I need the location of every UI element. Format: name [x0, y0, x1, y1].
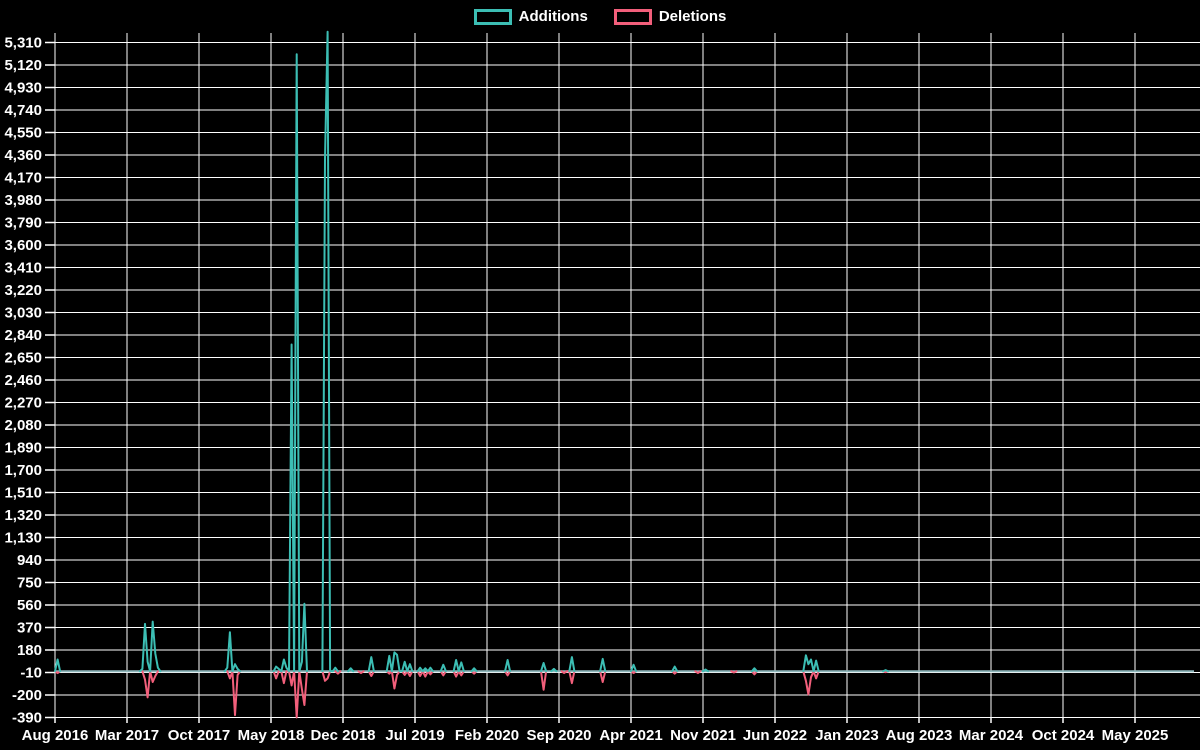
svg-text:2,080: 2,080 [4, 417, 42, 434]
legend-item-additions[interactable]: Additions [473, 8, 588, 25]
legend-additions-label: Additions [518, 8, 588, 25]
svg-text:940: 940 [17, 552, 42, 569]
svg-text:Mar 2017: Mar 2017 [95, 727, 159, 744]
svg-text:5,120: 5,120 [4, 57, 42, 74]
svg-text:1,130: 1,130 [4, 530, 42, 547]
svg-text:370: 370 [17, 620, 42, 637]
svg-text:Apr 2021: Apr 2021 [599, 727, 662, 744]
svg-text:-390: -390 [12, 710, 42, 727]
svg-text:Jan 2023: Jan 2023 [815, 727, 878, 744]
svg-text:May 2018: May 2018 [238, 727, 305, 744]
svg-text:180: 180 [17, 642, 42, 659]
svg-text:1,510: 1,510 [4, 485, 42, 502]
svg-text:Jul 2019: Jul 2019 [385, 727, 444, 744]
svg-text:3,030: 3,030 [4, 305, 42, 322]
svg-text:Dec 2018: Dec 2018 [310, 727, 375, 744]
svg-text:560: 560 [17, 597, 42, 614]
svg-text:3,220: 3,220 [4, 282, 42, 299]
svg-text:Mar 2024: Mar 2024 [959, 727, 1024, 744]
svg-text:May 2025: May 2025 [1102, 727, 1169, 744]
svg-text:2,650: 2,650 [4, 350, 42, 367]
svg-text:Aug 2016: Aug 2016 [22, 727, 89, 744]
chart-legend: Additions Deletions [0, 8, 1200, 25]
svg-text:4,930: 4,930 [4, 80, 42, 97]
svg-text:750: 750 [17, 575, 42, 592]
additions-swatch-icon [473, 8, 512, 25]
svg-text:3,410: 3,410 [4, 260, 42, 277]
svg-text:3,980: 3,980 [4, 192, 42, 209]
svg-text:2,460: 2,460 [4, 372, 42, 389]
svg-text:1,700: 1,700 [4, 462, 42, 479]
svg-text:1,890: 1,890 [4, 440, 42, 457]
svg-text:2,840: 2,840 [4, 327, 42, 344]
svg-text:3,600: 3,600 [4, 237, 42, 254]
svg-text:Aug 2023: Aug 2023 [886, 727, 953, 744]
svg-text:-10: -10 [20, 665, 42, 682]
svg-text:Oct 2017: Oct 2017 [168, 727, 231, 744]
svg-text:Oct 2024: Oct 2024 [1032, 727, 1095, 744]
svg-text:2,270: 2,270 [4, 395, 42, 412]
legend-deletions-label: Deletions [658, 8, 727, 25]
svg-text:5,310: 5,310 [4, 35, 42, 52]
svg-text:1,320: 1,320 [4, 507, 42, 524]
legend-item-deletions[interactable]: Deletions [613, 8, 727, 25]
svg-text:4,170: 4,170 [4, 170, 42, 187]
svg-text:4,550: 4,550 [4, 125, 42, 142]
svg-text:Sep 2020: Sep 2020 [526, 727, 591, 744]
svg-text:4,360: 4,360 [4, 147, 42, 164]
svg-text:Jun 2022: Jun 2022 [743, 727, 807, 744]
svg-text:Nov 2021: Nov 2021 [670, 727, 736, 744]
deletions-swatch-icon [613, 8, 652, 25]
svg-text:4,740: 4,740 [4, 102, 42, 119]
svg-text:Feb 2020: Feb 2020 [455, 727, 519, 744]
svg-text:3,790: 3,790 [4, 215, 42, 232]
svg-text:-200: -200 [12, 687, 42, 704]
